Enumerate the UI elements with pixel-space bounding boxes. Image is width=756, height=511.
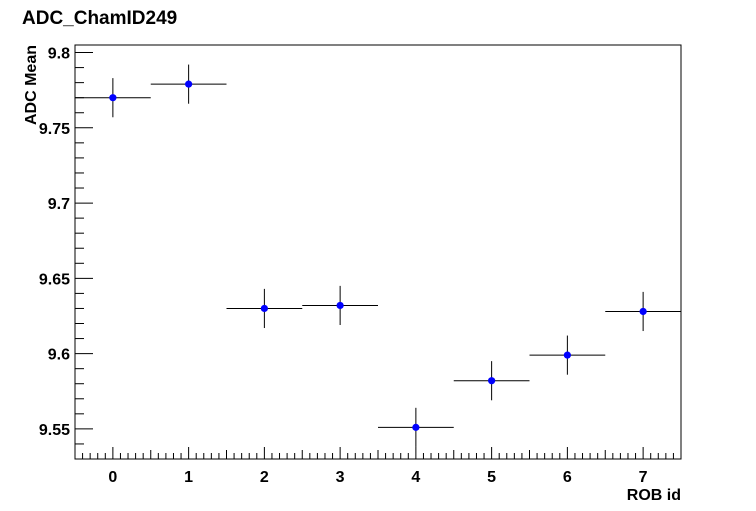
- data-point: [150, 64, 227, 104]
- y-tick-label: 9.65: [39, 271, 70, 288]
- data-point: [378, 407, 454, 447]
- x-tick-label: 5: [487, 469, 496, 486]
- point-marker: [336, 301, 344, 310]
- data-point: [75, 78, 151, 118]
- x-tick-label: 6: [563, 469, 572, 486]
- x-tick-label: 4: [411, 469, 420, 486]
- data-point: [226, 288, 303, 329]
- data-point: [302, 285, 378, 326]
- y-axis: 9.55 9.6 9.65 9.7 9.75 9.8: [39, 46, 93, 460]
- y-tick-label: 9.7: [48, 196, 70, 213]
- y-tick-label: 9.55: [39, 422, 70, 439]
- x-tick-label: 7: [639, 469, 648, 486]
- point-marker: [109, 94, 117, 102]
- y-axis-title: ADC Mean: [23, 45, 40, 125]
- y-tick-label: 9.6: [48, 347, 70, 364]
- plot-frame: [74, 44, 682, 460]
- x-tick-label: 2: [260, 469, 269, 486]
- x-axis: 0 1 2 3 4 5 6 7: [74, 447, 682, 486]
- point-marker: [563, 351, 571, 359]
- data-point: [453, 361, 530, 401]
- data-point: [605, 291, 681, 332]
- point-marker: [639, 307, 647, 316]
- point-marker: [412, 423, 420, 431]
- x-tick-label: 0: [108, 469, 117, 486]
- x-axis-title: ROB id: [627, 487, 681, 504]
- point-marker: [185, 80, 193, 88]
- point-marker: [488, 377, 496, 385]
- data-point: [529, 335, 606, 375]
- x-tick-label: 3: [336, 469, 345, 486]
- point-marker: [260, 304, 268, 313]
- y-tick-label: 9.75: [39, 121, 70, 138]
- chart-title: ADC_ChamID249: [22, 8, 177, 29]
- data-points: [75, 64, 681, 447]
- x-tick-label: 1: [184, 469, 193, 486]
- y-tick-label: 9.8: [48, 46, 70, 63]
